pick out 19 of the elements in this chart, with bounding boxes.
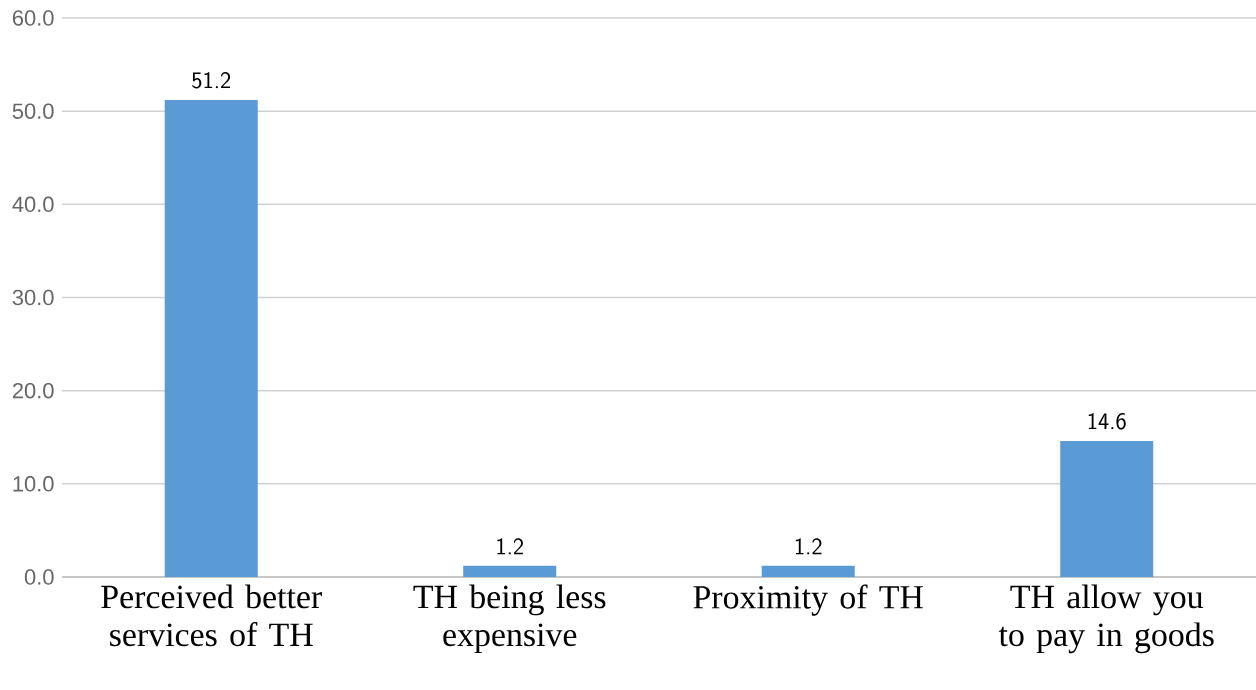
y-tick-label: 10.0	[13, 476, 54, 492]
x-tick-label: Proximity of TH	[693, 584, 923, 616]
y-tick-label: 0.0	[24, 569, 54, 585]
bar	[1060, 440, 1154, 577]
data-label: 51.2	[192, 72, 231, 89]
data-label: 1.2	[795, 538, 822, 555]
x-tick-label: TH allow you to pay in goods	[998, 584, 1214, 654]
y-tick-label: 20.0	[12, 382, 54, 399]
bar	[164, 99, 258, 577]
bar	[463, 565, 557, 577]
y-tick-label: 50.0	[12, 103, 54, 119]
y-tick-label: 40.0	[12, 196, 54, 213]
x-tick-label: TH being less expensive	[413, 584, 606, 654]
y-tick-label: 60.0	[12, 10, 54, 26]
bar	[761, 565, 855, 577]
y-tick-label: 30.0	[12, 289, 54, 306]
data-label: 14.6	[1088, 413, 1126, 430]
x-tick-label: Perceived better services of TH	[101, 584, 322, 647]
data-label: 1.2	[497, 538, 523, 555]
